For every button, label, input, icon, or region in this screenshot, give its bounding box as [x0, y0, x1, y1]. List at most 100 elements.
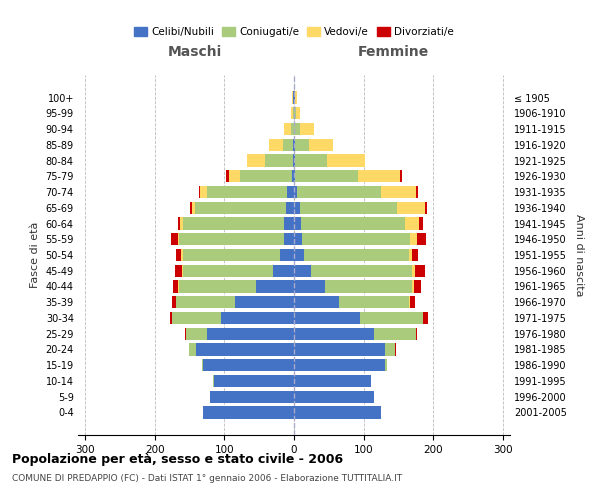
Y-axis label: Anni di nascita: Anni di nascita: [574, 214, 584, 296]
Bar: [410, 233, 418, 245]
Y-axis label: Fasce di età: Fasce di età: [30, 222, 40, 288]
Bar: [415, 264, 425, 277]
Bar: [298, 186, 381, 198]
Bar: [385, 344, 395, 355]
Bar: [294, 375, 371, 387]
Bar: [226, 170, 229, 182]
Bar: [406, 218, 419, 230]
Bar: [299, 202, 397, 214]
Bar: [294, 296, 339, 308]
Bar: [299, 123, 314, 135]
Bar: [311, 264, 412, 277]
Bar: [284, 218, 294, 230]
Bar: [412, 249, 418, 261]
Bar: [416, 186, 418, 198]
Bar: [239, 170, 292, 182]
Bar: [181, 218, 182, 230]
Bar: [286, 202, 294, 214]
Bar: [294, 264, 311, 277]
Bar: [294, 138, 295, 151]
Text: Maschi: Maschi: [167, 45, 222, 59]
Bar: [191, 202, 195, 214]
Bar: [186, 328, 207, 340]
Bar: [196, 344, 294, 355]
Bar: [293, 92, 294, 104]
Bar: [410, 296, 415, 308]
Bar: [182, 218, 284, 230]
Bar: [296, 107, 299, 120]
Bar: [178, 233, 179, 245]
Bar: [294, 186, 298, 198]
Bar: [414, 280, 421, 292]
Bar: [290, 107, 293, 120]
Bar: [172, 312, 221, 324]
Bar: [190, 344, 196, 355]
Bar: [175, 264, 182, 277]
Bar: [294, 154, 295, 166]
Bar: [304, 249, 409, 261]
Bar: [189, 344, 190, 355]
Bar: [179, 280, 256, 292]
Bar: [214, 375, 294, 387]
Bar: [425, 202, 427, 214]
Bar: [292, 92, 293, 104]
Bar: [294, 390, 374, 403]
Bar: [265, 154, 293, 166]
Bar: [173, 280, 178, 292]
Bar: [182, 249, 280, 261]
Bar: [409, 296, 410, 308]
Bar: [284, 123, 290, 135]
Bar: [229, 170, 239, 182]
Bar: [294, 92, 295, 104]
Bar: [294, 107, 296, 120]
Bar: [400, 170, 402, 182]
Bar: [294, 202, 299, 214]
Bar: [213, 375, 214, 387]
Bar: [235, 296, 294, 308]
Bar: [294, 170, 295, 182]
Bar: [327, 154, 365, 166]
Text: Femmine: Femmine: [358, 45, 429, 59]
Legend: Celibi/Nubili, Coniugati/e, Vedovi/e, Divorziati/e: Celibi/Nubili, Coniugati/e, Vedovi/e, Di…: [130, 22, 458, 41]
Bar: [418, 233, 425, 245]
Bar: [269, 138, 283, 151]
Bar: [294, 359, 385, 372]
Bar: [199, 186, 200, 198]
Bar: [409, 249, 412, 261]
Bar: [283, 138, 293, 151]
Bar: [176, 249, 181, 261]
Bar: [294, 344, 385, 355]
Bar: [308, 138, 333, 151]
Bar: [360, 312, 423, 324]
Bar: [302, 233, 410, 245]
Bar: [358, 170, 400, 182]
Bar: [294, 123, 299, 135]
Bar: [178, 218, 181, 230]
Bar: [395, 344, 396, 355]
Bar: [195, 202, 286, 214]
Bar: [294, 328, 374, 340]
Bar: [295, 138, 308, 151]
Bar: [170, 233, 178, 245]
Bar: [385, 359, 386, 372]
Bar: [280, 249, 294, 261]
Bar: [423, 312, 428, 324]
Bar: [181, 249, 182, 261]
Bar: [374, 328, 416, 340]
Bar: [295, 154, 327, 166]
Bar: [293, 107, 294, 120]
Bar: [295, 170, 358, 182]
Bar: [325, 280, 412, 292]
Bar: [211, 390, 294, 403]
Text: COMUNE DI PREDAPPIO (FC) - Dati ISTAT 1° gennaio 2006 - Elaborazione TUTTITALIA.: COMUNE DI PREDAPPIO (FC) - Dati ISTAT 1°…: [12, 474, 402, 483]
Bar: [178, 280, 179, 292]
Bar: [294, 280, 325, 292]
Bar: [172, 296, 176, 308]
Bar: [412, 264, 415, 277]
Bar: [182, 264, 273, 277]
Bar: [207, 328, 294, 340]
Bar: [179, 233, 284, 245]
Bar: [294, 312, 360, 324]
Bar: [190, 202, 191, 214]
Bar: [256, 280, 294, 292]
